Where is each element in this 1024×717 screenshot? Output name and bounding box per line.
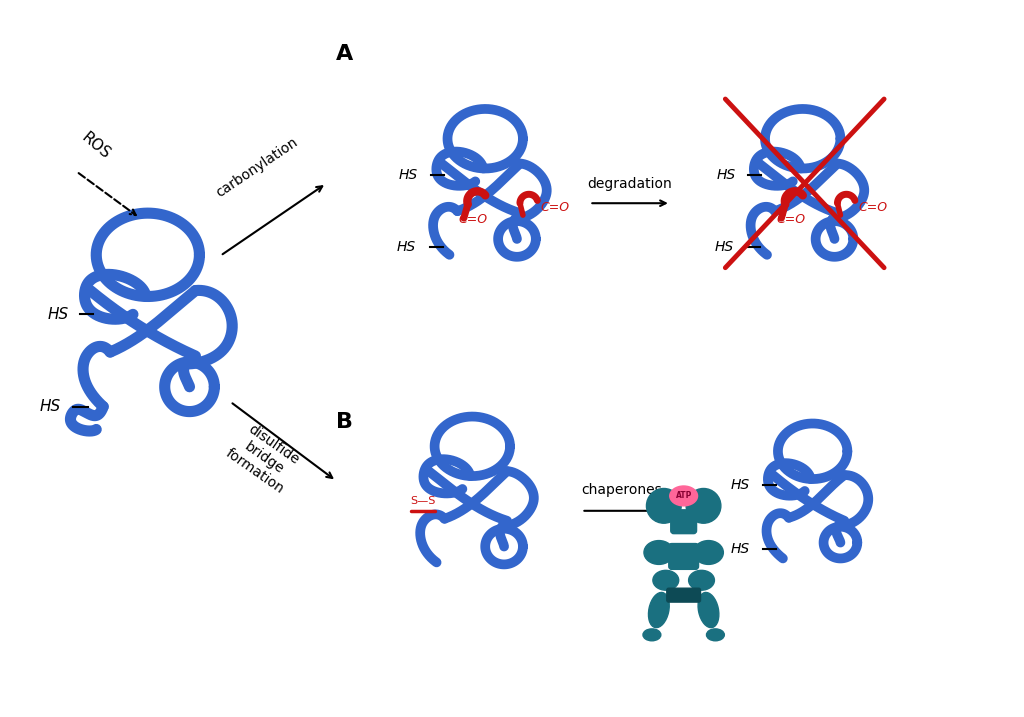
Ellipse shape: [698, 592, 719, 627]
Text: C=O: C=O: [776, 213, 806, 226]
Text: A: A: [336, 44, 353, 65]
Text: C=O: C=O: [541, 201, 570, 214]
Ellipse shape: [646, 488, 681, 523]
Ellipse shape: [648, 592, 670, 627]
Text: HS: HS: [47, 307, 69, 322]
Text: C=O: C=O: [858, 201, 888, 214]
Text: HS: HS: [39, 399, 60, 414]
Text: S—S: S—S: [410, 496, 435, 506]
Ellipse shape: [707, 629, 724, 641]
Text: disulfide
bridge
formation: disulfide bridge formation: [223, 419, 305, 497]
Text: B: B: [336, 412, 353, 432]
Text: HS: HS: [398, 168, 418, 182]
Text: HS: HS: [714, 240, 733, 254]
Ellipse shape: [693, 541, 723, 564]
FancyBboxPatch shape: [671, 510, 696, 533]
Text: chaperones: chaperones: [581, 483, 662, 497]
FancyBboxPatch shape: [667, 588, 700, 602]
Ellipse shape: [686, 488, 721, 523]
FancyBboxPatch shape: [669, 543, 698, 569]
Text: ROS: ROS: [79, 130, 113, 163]
Ellipse shape: [653, 570, 679, 590]
Ellipse shape: [643, 629, 660, 641]
Ellipse shape: [670, 486, 697, 506]
Ellipse shape: [688, 570, 715, 590]
Text: C=O: C=O: [459, 213, 487, 226]
Text: HS: HS: [716, 168, 735, 182]
Text: degradation: degradation: [588, 177, 673, 191]
Text: HS: HS: [396, 240, 416, 254]
Text: HS: HS: [731, 478, 751, 492]
Text: HS: HS: [731, 541, 751, 556]
Text: ATP: ATP: [676, 491, 692, 500]
Text: carbonylation: carbonylation: [213, 136, 300, 200]
Ellipse shape: [644, 541, 674, 564]
